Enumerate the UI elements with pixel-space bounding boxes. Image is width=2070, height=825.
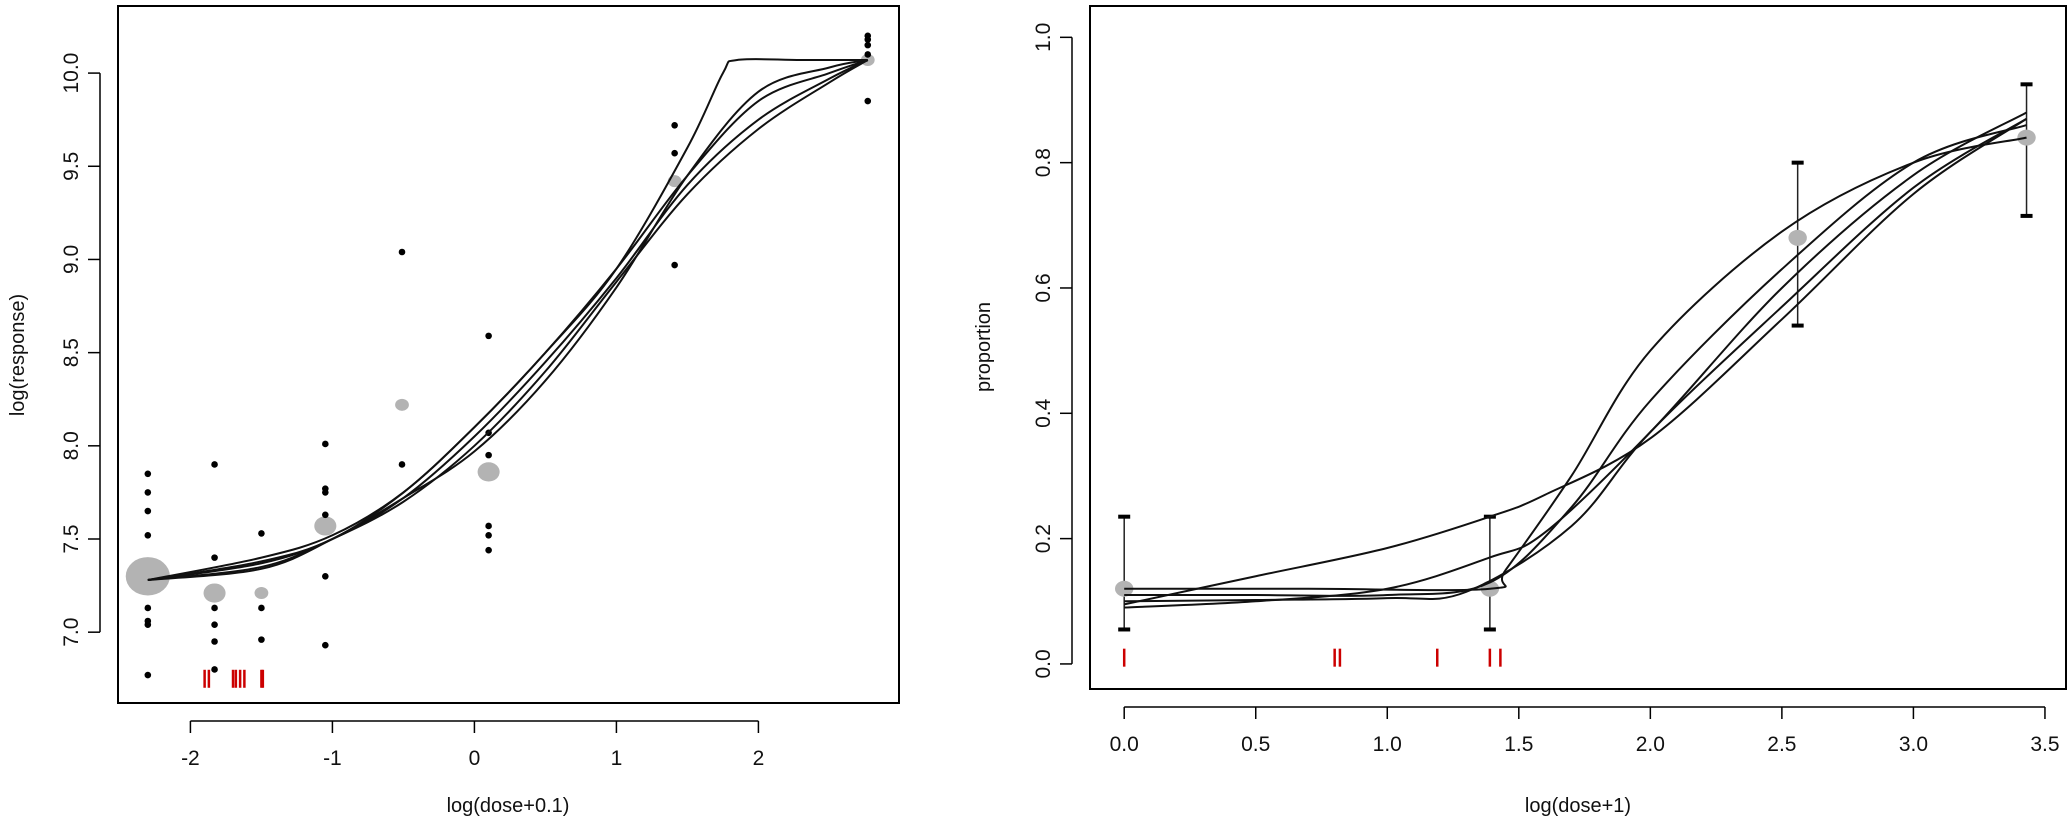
left-panel-dose-response: log(dose+0.1) log(response) -2 -1 0 1 2 7.0 7.… bbox=[7, 5, 900, 817]
x-tick-label: 0.0 bbox=[1110, 733, 1139, 756]
group-mean-point bbox=[314, 516, 337, 536]
observation-point bbox=[322, 440, 329, 448]
y-tick-label: 7.0 bbox=[60, 618, 83, 647]
left-y-axis-title: log(response) bbox=[7, 294, 29, 416]
observation-point bbox=[211, 554, 218, 561]
x-tick-label: 1.5 bbox=[1504, 733, 1533, 756]
observation-point bbox=[144, 531, 152, 539]
x-tick-label: 0.5 bbox=[1241, 733, 1270, 756]
observation-point bbox=[258, 636, 265, 643]
observation-point bbox=[144, 671, 152, 679]
observation-point bbox=[144, 489, 152, 496]
y-tick-label: 9.0 bbox=[60, 245, 83, 274]
observation-point bbox=[398, 461, 406, 468]
observation-point bbox=[322, 489, 329, 496]
observation-point bbox=[322, 572, 329, 580]
x-tick-label: 2 bbox=[753, 747, 765, 770]
observation-point bbox=[211, 638, 218, 645]
x-tick-label: 0 bbox=[469, 747, 481, 770]
y-tick-label: 0.4 bbox=[1032, 398, 1055, 428]
observation-point bbox=[144, 621, 152, 629]
group-mean-point bbox=[395, 398, 409, 411]
x-tick-label: 3.0 bbox=[1899, 733, 1928, 756]
observation-point bbox=[398, 248, 406, 256]
fitted-curve bbox=[1124, 117, 2028, 603]
fitted-curve bbox=[147, 58, 868, 581]
fitted-curve bbox=[147, 59, 869, 581]
y-tick-label: 9.5 bbox=[60, 152, 83, 181]
x-tick-label: -1 bbox=[323, 747, 342, 770]
x-tick-label: 1.0 bbox=[1373, 733, 1402, 756]
y-tick-label: 7.5 bbox=[60, 524, 83, 553]
group-mean-point bbox=[477, 462, 500, 482]
group-mean-point bbox=[254, 587, 269, 600]
y-tick-label: 0.8 bbox=[1032, 148, 1055, 177]
y-tick-label: 0.0 bbox=[1032, 649, 1055, 678]
plot-frame bbox=[117, 5, 900, 704]
observation-point bbox=[258, 530, 265, 537]
observation-point bbox=[144, 470, 152, 478]
observation-point bbox=[211, 461, 218, 468]
observation-point bbox=[322, 641, 329, 649]
y-tick-label: 1.0 bbox=[1032, 23, 1055, 52]
x-tick-label: 3.5 bbox=[2030, 733, 2059, 756]
plot-frame bbox=[1089, 5, 2067, 690]
observation-point bbox=[258, 604, 265, 612]
group-mean-point bbox=[125, 557, 170, 596]
group-mean-point bbox=[203, 583, 226, 603]
fitted-curve bbox=[147, 59, 868, 581]
right-y-axis-title: proportion bbox=[973, 302, 995, 392]
x-tick-label: -2 bbox=[181, 747, 200, 770]
x-tick-label: 2.0 bbox=[1636, 733, 1665, 756]
y-tick-label: 8.5 bbox=[60, 338, 83, 367]
observation-point bbox=[322, 511, 329, 519]
observation-point bbox=[211, 666, 218, 673]
y-tick-label: 0.2 bbox=[1032, 524, 1055, 553]
observation-point bbox=[485, 332, 492, 340]
group-mean-point bbox=[1788, 229, 1807, 246]
observation-point bbox=[144, 604, 152, 612]
observation-point bbox=[144, 507, 152, 515]
right-panel-proportion: log(dose+1) proportion 0.0 0.5 1.0 1.5 2.0 2.… bbox=[973, 5, 2067, 817]
observation-point bbox=[211, 621, 218, 629]
observation-point bbox=[485, 531, 492, 539]
fitted-curve bbox=[1123, 117, 2028, 606]
observation-point bbox=[485, 451, 492, 459]
observation-point bbox=[671, 121, 678, 129]
right-x-axis-title: log(dose+1) bbox=[1525, 795, 1631, 817]
observation-point bbox=[864, 36, 872, 43]
observation-point bbox=[671, 261, 678, 269]
y-tick-label: 8.0 bbox=[60, 431, 83, 460]
x-tick-label: 2.5 bbox=[1767, 733, 1796, 756]
observation-point bbox=[864, 97, 872, 105]
y-tick-label: 10.0 bbox=[60, 53, 83, 94]
y-tick-label: 0.6 bbox=[1032, 273, 1055, 302]
observation-point bbox=[485, 546, 492, 554]
fitted-curve bbox=[147, 59, 869, 581]
observation-point bbox=[211, 604, 218, 612]
fitted-curve bbox=[1124, 111, 2028, 609]
observation-point bbox=[671, 149, 678, 157]
fitted-curve bbox=[1124, 136, 2027, 592]
observation-point bbox=[485, 522, 492, 530]
fitted-curve bbox=[1124, 124, 2027, 597]
x-tick-label: 1 bbox=[611, 747, 623, 770]
fitted-curve bbox=[147, 59, 869, 581]
left-x-axis-title: log(dose+0.1) bbox=[447, 795, 570, 817]
observation-point bbox=[864, 51, 872, 58]
observation-point bbox=[864, 41, 872, 49]
